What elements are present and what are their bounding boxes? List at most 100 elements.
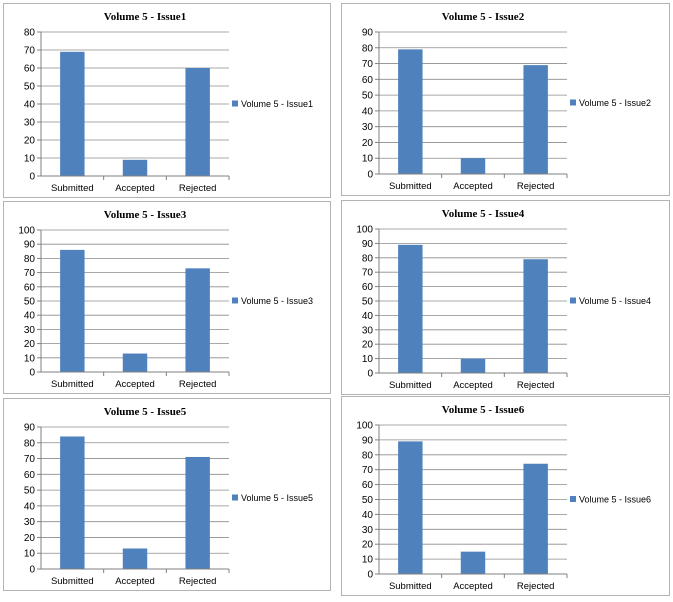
x-tick-label: Accepted bbox=[115, 183, 155, 194]
y-tick-label: 100 bbox=[18, 226, 35, 237]
y-tick-label: 70 bbox=[362, 465, 374, 476]
legend-swatch bbox=[570, 99, 576, 106]
y-tick-label: 50 bbox=[362, 91, 374, 102]
y-tick-label: 20 bbox=[24, 339, 36, 350]
y-tick-label: 40 bbox=[362, 510, 374, 521]
bar-submitted bbox=[60, 51, 85, 176]
bar-accepted bbox=[460, 158, 486, 174]
bar-submitted bbox=[398, 244, 423, 373]
y-tick-label: 80 bbox=[24, 438, 36, 449]
bar-submitted bbox=[398, 441, 423, 574]
legend-swatch bbox=[232, 494, 238, 501]
y-tick-label: 70 bbox=[24, 454, 36, 465]
y-tick-label: 60 bbox=[362, 282, 374, 293]
bar-accepted bbox=[122, 353, 148, 372]
chart-issue4: Volume 5 - Issue4 0 10 20 30 40 50 60 70 80 90 100 S… bbox=[356, 208, 651, 391]
legend-swatch bbox=[232, 297, 238, 304]
y-tick-label: 20 bbox=[24, 533, 36, 544]
y-tick-label: 40 bbox=[24, 100, 36, 111]
bar-rejected bbox=[523, 65, 548, 174]
chart-panel-issue2: Volume 5 - Issue2 0 10 20 30 40 50 60 70 80 90 Subm… bbox=[341, 3, 670, 196]
y-tick-label: 50 bbox=[24, 297, 36, 308]
bar-rejected bbox=[185, 268, 210, 372]
y-tick-label: 80 bbox=[362, 43, 374, 54]
y-tick-label: 80 bbox=[362, 450, 374, 461]
y-tick-label: 60 bbox=[24, 282, 36, 293]
x-tick-label: Submitted bbox=[51, 576, 94, 587]
legend-swatch bbox=[232, 100, 238, 107]
legend-label: Volume 5 - Issue2 bbox=[579, 98, 651, 108]
y-tick-label: 50 bbox=[24, 486, 36, 497]
y-tick-label: 30 bbox=[362, 122, 374, 133]
legend-swatch bbox=[570, 496, 576, 502]
chart-issue1: Volume 5 - Issue1 0 10 20 30 40 50 60 70 80 Submit… bbox=[24, 11, 313, 194]
x-tick-label: Accepted bbox=[453, 581, 493, 592]
bar-accepted bbox=[460, 551, 486, 574]
y-tick-label: 60 bbox=[362, 75, 374, 86]
y-tick-label: 80 bbox=[24, 28, 36, 39]
legend-swatch bbox=[570, 297, 576, 304]
x-tick-label: Rejected bbox=[179, 576, 217, 587]
bar-submitted bbox=[60, 249, 85, 372]
chart-panel-issue5: Volume 5 - Issue5 0 10 20 30 40 50 60 70 80 90 Subm… bbox=[3, 398, 331, 591]
bar-rejected bbox=[523, 259, 548, 373]
x-tick-label: Accepted bbox=[453, 181, 493, 192]
chart-title: Volume 5 - Issue5 bbox=[104, 406, 187, 418]
y-tick-label: 10 bbox=[24, 154, 36, 165]
chart-title: Volume 5 - Issue2 bbox=[442, 11, 525, 23]
y-tick-label: 0 bbox=[367, 170, 373, 181]
y-tick-label: 90 bbox=[362, 435, 374, 446]
y-tick-label: 40 bbox=[362, 311, 374, 322]
y-tick-label: 30 bbox=[24, 118, 36, 129]
x-tick-label: Submitted bbox=[389, 380, 432, 391]
y-tick-label: 0 bbox=[367, 570, 373, 581]
y-tick-label: 40 bbox=[24, 311, 36, 322]
y-tick-label: 0 bbox=[29, 172, 35, 183]
bar-rejected bbox=[185, 68, 210, 176]
y-tick-label: 30 bbox=[24, 517, 36, 528]
bar-submitted bbox=[60, 436, 85, 569]
y-tick-label: 10 bbox=[362, 555, 374, 566]
legend-label: Volume 5 - Issue5 bbox=[241, 493, 313, 503]
y-tick-label: 30 bbox=[24, 325, 36, 336]
y-tick-label: 90 bbox=[24, 240, 36, 251]
x-tick-label: Rejected bbox=[517, 181, 555, 192]
x-tick-label: Submitted bbox=[51, 183, 94, 194]
x-tick-label: Rejected bbox=[517, 380, 555, 391]
y-tick-label: 20 bbox=[362, 138, 374, 149]
y-tick-label: 10 bbox=[362, 354, 374, 365]
chart-title: Volume 5 - Issue6 bbox=[442, 404, 525, 416]
x-tick-label: Submitted bbox=[389, 581, 432, 592]
y-tick-label: 50 bbox=[362, 297, 374, 308]
legend-label: Volume 5 - Issue1 bbox=[241, 99, 313, 109]
chart-panel-issue4: Volume 5 - Issue4 0 10 20 30 40 50 60 70 80 90 100 S… bbox=[341, 200, 670, 395]
x-tick-label: Submitted bbox=[51, 379, 94, 390]
y-tick-label: 40 bbox=[362, 106, 374, 117]
chart-issue6: Volume 5 - Issue6 0 10 20 30 40 50 60 70 80 90 100 S… bbox=[356, 404, 651, 592]
chart-issue5: Volume 5 - Issue5 0 10 20 30 40 50 60 70 80 90 Subm… bbox=[24, 406, 313, 587]
x-tick-label: Accepted bbox=[115, 576, 155, 587]
chart-issue3: Volume 5 - Issue3 0 10 20 30 40 50 60 70 80 90 100 S… bbox=[18, 209, 313, 390]
y-tick-label: 80 bbox=[362, 253, 374, 264]
y-tick-label: 10 bbox=[24, 549, 36, 560]
y-tick-label: 30 bbox=[362, 325, 374, 336]
chart-title: Volume 5 - Issue4 bbox=[442, 208, 525, 220]
y-tick-label: 70 bbox=[362, 268, 374, 279]
x-tick-label: Rejected bbox=[517, 581, 555, 592]
y-tick-label: 90 bbox=[24, 423, 36, 434]
y-tick-label: 20 bbox=[362, 340, 374, 351]
y-tick-label: 50 bbox=[362, 495, 374, 506]
y-tick-label: 90 bbox=[362, 28, 374, 39]
chart-panel-issue3: Volume 5 - Issue3 0 10 20 30 40 50 60 70 80 90 100 S… bbox=[3, 201, 331, 394]
y-tick-label: 100 bbox=[356, 421, 373, 432]
chart-panel-issue6: Volume 5 - Issue6 0 10 20 30 40 50 60 70 80 90 100 S… bbox=[341, 396, 670, 596]
chart-issue2: Volume 5 - Issue2 0 10 20 30 40 50 60 70 80 90 Subm… bbox=[362, 11, 651, 192]
y-tick-label: 0 bbox=[367, 369, 373, 380]
legend-label: Volume 5 - Issue4 bbox=[579, 296, 651, 306]
chart-title: Volume 5 - Issue3 bbox=[104, 209, 187, 221]
legend-label: Volume 5 - Issue6 bbox=[579, 495, 651, 505]
y-tick-label: 10 bbox=[362, 154, 374, 165]
y-tick-label: 90 bbox=[362, 239, 374, 250]
chart-title: Volume 5 - Issue1 bbox=[104, 11, 186, 23]
y-tick-label: 20 bbox=[24, 136, 36, 147]
